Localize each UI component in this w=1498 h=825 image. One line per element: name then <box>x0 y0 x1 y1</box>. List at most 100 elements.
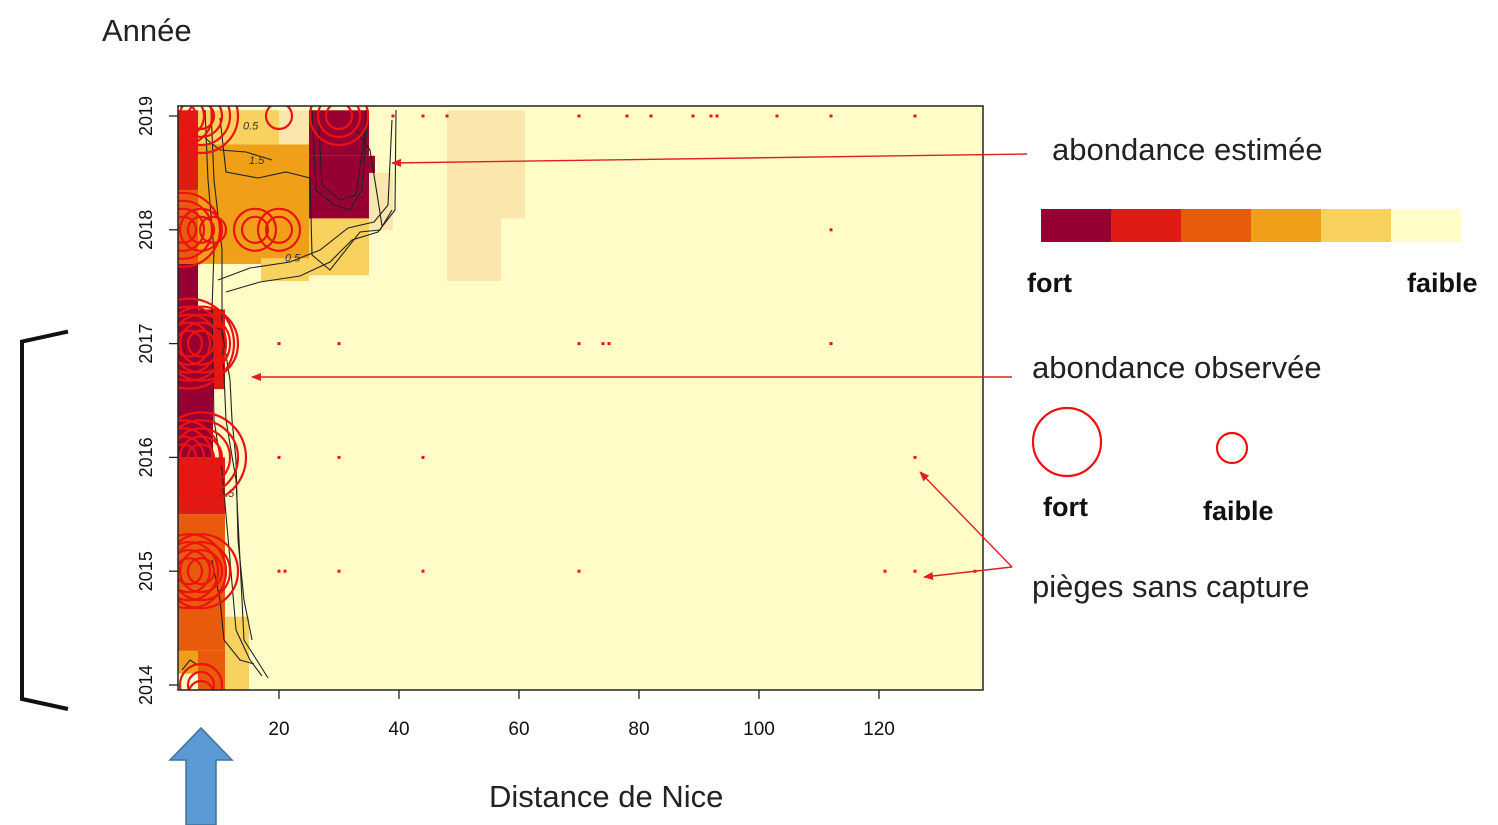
y-axis: 2014 2015 2016 2017 2018 2019 <box>136 96 178 705</box>
x-tick-label: 20 <box>268 719 289 740</box>
contour-line <box>311 109 369 211</box>
scale-swatch <box>1251 209 1321 242</box>
y-tick-label: 2019 <box>136 96 156 136</box>
trap-point <box>829 342 833 346</box>
scale-swatch <box>1321 209 1391 242</box>
x-axis: 20 40 60 80 100 120 <box>268 690 895 740</box>
legend-small-circle <box>1215 431 1249 465</box>
heatmap-cell <box>447 110 525 219</box>
observed-circle <box>178 321 224 366</box>
observed-circle <box>178 662 224 690</box>
observed-abundance-layer <box>178 106 370 690</box>
observed-circle <box>178 106 240 155</box>
observed-circle <box>232 207 278 252</box>
trap-point <box>337 455 341 459</box>
contour-line <box>211 559 255 665</box>
x-tick-label: 120 <box>863 719 895 740</box>
observed-circle <box>178 207 224 252</box>
y-tick-label: 2014 <box>136 665 156 705</box>
trap-point <box>277 569 281 573</box>
contour-label: 1.5 <box>249 155 265 167</box>
trap-point <box>607 342 611 346</box>
observed-circle <box>324 106 354 131</box>
x-tick-label: 80 <box>628 719 649 740</box>
y-tick-label: 2016 <box>136 437 156 477</box>
contour-line <box>204 137 273 161</box>
heatmap-cell <box>261 258 309 282</box>
y-tick-label: 2017 <box>136 324 156 364</box>
observed-circle <box>178 329 204 358</box>
scale-faible-label: faible <box>1407 268 1478 298</box>
observed-circle <box>178 215 198 244</box>
scale-swatch <box>1181 209 1251 242</box>
trap-point <box>913 114 917 118</box>
observed-circle <box>178 106 214 147</box>
observed-circle <box>186 215 216 244</box>
observed-circle <box>188 679 214 690</box>
estimated-abundance-scale <box>1041 209 1461 242</box>
observed-circle <box>178 106 206 139</box>
observed-circle <box>186 443 216 472</box>
trap-point <box>715 114 719 118</box>
heatmap-cell <box>225 616 249 690</box>
trap-point <box>883 569 887 573</box>
trap-point <box>829 228 833 232</box>
trap-point <box>445 114 449 118</box>
observed-circle <box>178 419 222 496</box>
y-axis-title: Année <box>102 13 192 48</box>
trap-point <box>709 114 713 118</box>
observed-circle <box>198 215 228 244</box>
observed-circle <box>178 313 220 374</box>
y-tick-label: 2015 <box>136 551 156 591</box>
observed-circle <box>240 215 270 244</box>
observed-faible-label: faible <box>1203 496 1274 526</box>
contour-line <box>181 659 197 671</box>
observed-circle <box>178 106 198 131</box>
heatmap-cell <box>309 218 369 276</box>
observed-circle <box>316 106 362 139</box>
observed-circle <box>264 106 294 131</box>
observed-circle <box>178 313 232 374</box>
observed-circle <box>178 305 228 382</box>
observed-circle <box>178 106 232 147</box>
observed-circle <box>186 557 216 586</box>
trap-point <box>913 569 917 573</box>
contour-line <box>217 119 393 281</box>
observed-circle <box>308 106 370 147</box>
estimated-abundance-label: abondance estimée <box>1052 132 1323 167</box>
traps-pointer-arrow <box>919 471 1013 568</box>
period-bracket <box>20 329 69 711</box>
trap-point <box>277 342 281 346</box>
x-tick-label: 100 <box>743 719 775 740</box>
trap-point <box>829 114 833 118</box>
scale-swatch <box>1391 209 1461 242</box>
observed-circle <box>186 106 216 131</box>
estimated-abundance-layer <box>178 106 983 690</box>
observed-circle <box>178 419 240 496</box>
contour-line <box>355 129 383 227</box>
trap-point <box>601 342 605 346</box>
heatmap-cell <box>309 155 375 219</box>
contour-label: 0.5 <box>243 121 259 133</box>
trap-point <box>577 114 581 118</box>
observed-circle <box>178 411 248 504</box>
observed-circle <box>178 297 236 390</box>
trap-point <box>649 114 653 118</box>
trap-point <box>421 455 425 459</box>
contour-line <box>317 109 367 201</box>
observed-circle <box>178 191 222 268</box>
origin-up-arrow <box>168 726 234 825</box>
observed-circle <box>178 106 224 139</box>
trap-point <box>421 569 425 573</box>
observed-circle <box>178 427 214 488</box>
trap-point <box>283 569 287 573</box>
legend-large-circle <box>1031 406 1103 478</box>
trap-point <box>577 342 581 346</box>
observed-circle <box>178 541 232 602</box>
contour-line <box>219 117 393 271</box>
observed-fort-label: fort <box>1043 492 1088 522</box>
trap-point <box>337 569 341 573</box>
y-tick-label: 2018 <box>136 210 156 250</box>
observed-circle <box>178 435 224 480</box>
